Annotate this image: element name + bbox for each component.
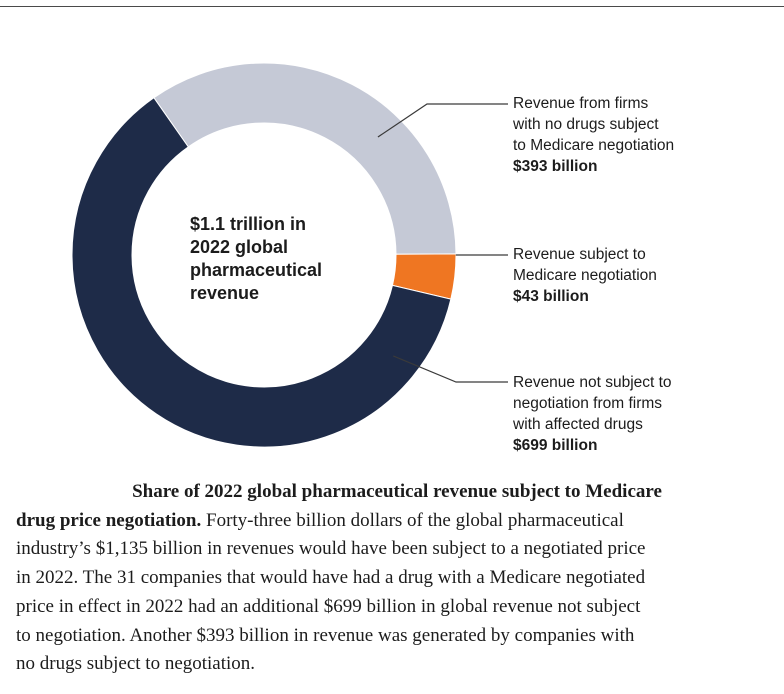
caption-title: drug price negotiation.: [16, 509, 202, 531]
center-label-line: $1.1 trillion in: [190, 214, 307, 234]
center-label-line: 2022 global: [190, 237, 289, 257]
callout-value: $43 billion: [513, 288, 589, 305]
center-label-line: revenue: [190, 283, 260, 303]
callout-text: Revenue subject to: [513, 246, 646, 263]
callout-text: Revenue not subject to: [513, 374, 672, 391]
caption-body: to negotiation. Another $393 billion in …: [16, 624, 635, 646]
callout-text: with no drugs subject: [513, 116, 659, 133]
callout-subject: Revenue subject to Medicare negotiation …: [513, 244, 781, 307]
figure-caption: Share of 2022 global pharmaceutical reve…: [16, 478, 778, 679]
caption-title: Share of 2022 global pharmaceutical reve…: [132, 481, 662, 502]
donut-chart: [71, 62, 508, 448]
caption-body: no drugs subject to negotiation.: [16, 653, 256, 675]
donut-slices: [71, 62, 457, 448]
caption-body: in 2022. The 31 companies that would hav…: [16, 567, 646, 589]
donut-center-label: $1.1 trillion in 2022 global pharmaceuti…: [190, 213, 370, 305]
donut-slice: [71, 97, 452, 448]
donut-slice: [153, 62, 457, 255]
callout-text: Revenue from firms: [513, 95, 649, 112]
center-label-line: pharmaceutical: [190, 260, 323, 280]
callout-value: $393 billion: [513, 158, 598, 175]
leader-line: [393, 355, 508, 383]
callout-text: to Medicare negotiation: [513, 137, 675, 154]
callout-text: negotiation from firms: [513, 395, 663, 412]
callout-no-drugs: Revenue from firms with no drugs subject…: [513, 93, 781, 177]
caption-body: industry’s $1,135 billion in revenues wo…: [16, 538, 646, 560]
leader-lines: [377, 103, 508, 383]
caption-body: Forty-three billion dollars of the globa…: [201, 509, 624, 531]
caption-body: price in effect in 2022 had an additiona…: [16, 595, 641, 617]
callout-value: $699 billion: [513, 437, 598, 454]
callout-text: Medicare negotiation: [513, 267, 657, 284]
callout-not-subject: Revenue not subject to negotiation from …: [513, 372, 781, 456]
top-rule: [0, 6, 784, 7]
leader-line: [377, 103, 508, 138]
callout-text: with affected drugs: [513, 416, 643, 433]
